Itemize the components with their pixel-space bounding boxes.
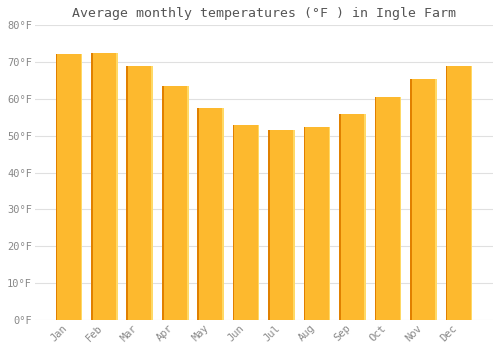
Bar (80, 54, 82, 320)
Bar (374, 97, 402, 320)
Bar (56, 54, 82, 320)
Bar (410, 79, 437, 320)
Bar (56, 54, 57, 320)
Bar (187, 86, 188, 320)
Bar (339, 114, 341, 320)
Bar (339, 114, 366, 320)
Title: Average monthly temperatures (°F ) in Ingle Farm: Average monthly temperatures (°F ) in In… (72, 7, 456, 20)
Bar (329, 127, 330, 320)
Bar (258, 125, 260, 320)
Bar (410, 79, 412, 320)
Bar (91, 53, 92, 320)
Bar (304, 127, 330, 320)
Bar (198, 108, 224, 320)
Bar (126, 66, 128, 320)
Bar (233, 125, 234, 320)
Bar (162, 86, 164, 320)
Bar (435, 79, 437, 320)
Bar (470, 66, 472, 320)
Bar (222, 108, 224, 320)
Bar (268, 130, 270, 320)
Bar (233, 125, 260, 320)
Bar (116, 53, 117, 320)
Bar (162, 86, 188, 320)
Bar (400, 97, 402, 320)
Bar (152, 66, 153, 320)
Bar (446, 66, 472, 320)
Bar (364, 114, 366, 320)
Bar (304, 127, 306, 320)
Bar (294, 130, 295, 320)
Bar (268, 130, 295, 320)
Bar (374, 97, 376, 320)
Bar (91, 53, 118, 320)
Bar (198, 108, 199, 320)
Bar (126, 66, 153, 320)
Bar (446, 66, 447, 320)
